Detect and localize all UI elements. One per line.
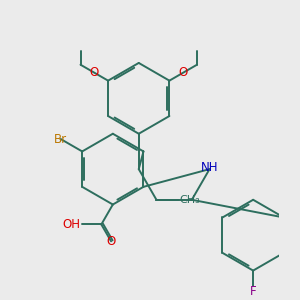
Text: OH: OH xyxy=(62,218,80,231)
Text: CH₃: CH₃ xyxy=(179,195,200,205)
Text: O: O xyxy=(178,66,188,79)
Text: O: O xyxy=(106,235,116,248)
Text: NH: NH xyxy=(201,161,218,174)
Text: Br: Br xyxy=(54,133,67,146)
Text: F: F xyxy=(250,285,256,298)
Text: O: O xyxy=(90,66,99,79)
